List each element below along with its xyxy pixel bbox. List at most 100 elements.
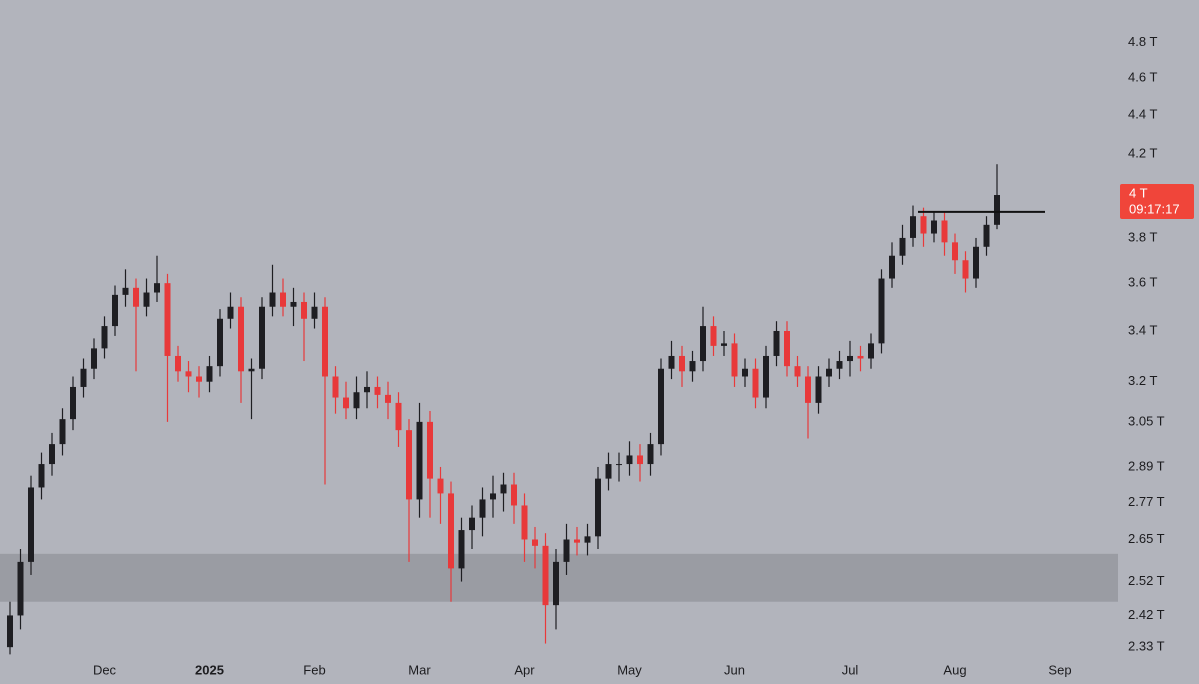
candle-body — [626, 455, 633, 465]
candle-body — [217, 318, 223, 367]
candle-body — [542, 545, 549, 606]
candle-body — [280, 292, 286, 307]
candle-body — [38, 464, 45, 488]
candle-body — [448, 493, 454, 569]
candle-body — [500, 484, 507, 494]
candle-body — [112, 294, 118, 327]
candle-body — [437, 478, 444, 494]
x-tick-label: Apr — [514, 662, 535, 677]
candle-body — [238, 306, 244, 372]
candle-body — [679, 355, 685, 372]
candle-body — [101, 326, 108, 349]
candle-body — [80, 368, 87, 387]
x-tick-label: Jun — [724, 662, 745, 677]
candle-body — [395, 402, 402, 431]
candle-body — [605, 464, 612, 479]
y-tick-label: 2.33 T — [1128, 639, 1165, 654]
candle-body — [133, 287, 139, 307]
x-tick-label: Jul — [842, 662, 859, 677]
candle-body — [269, 292, 276, 307]
candle-body — [941, 220, 948, 243]
candle-body — [248, 368, 255, 372]
candle-body — [164, 283, 171, 356]
candle-body — [563, 539, 570, 562]
candle-body — [973, 246, 979, 279]
candle-body — [700, 326, 706, 362]
candle-body — [364, 386, 370, 393]
candle-body — [689, 361, 696, 372]
candle-body — [952, 242, 958, 261]
candle-body — [994, 195, 1000, 225]
candle-body — [931, 220, 937, 234]
candle-body — [49, 444, 55, 465]
candle-body — [469, 517, 475, 531]
candle-body — [91, 348, 97, 369]
candle-body — [616, 464, 622, 466]
y-tick-label: 2.42 T — [1128, 607, 1165, 622]
candle-body — [311, 306, 318, 319]
x-tick-label: Mar — [408, 662, 431, 677]
candle-body — [374, 386, 381, 395]
candle-body — [206, 366, 213, 382]
candle-body — [784, 330, 790, 367]
candle-body — [143, 292, 150, 307]
candle-body — [878, 278, 885, 344]
candle-body — [742, 368, 748, 377]
candle-body — [490, 493, 496, 500]
candle-body — [962, 260, 969, 279]
candle-body — [668, 355, 675, 369]
candle-body — [322, 306, 328, 377]
candle-body — [731, 343, 738, 377]
candle-body — [532, 539, 538, 546]
candle-body — [185, 371, 192, 377]
y-tick-label: 4.6 T — [1128, 70, 1157, 85]
candle-body — [910, 216, 916, 238]
candle-body — [175, 355, 181, 372]
x-tick-label: Feb — [303, 662, 325, 677]
candle-body — [584, 536, 591, 543]
candle-body — [385, 394, 391, 403]
y-tick-label: 4.2 T — [1128, 146, 1157, 161]
y-tick-label: 2.89 T — [1128, 458, 1165, 473]
candle-body — [815, 376, 822, 403]
candle-body — [332, 376, 339, 398]
candle-body — [406, 430, 412, 500]
candle-body — [847, 355, 853, 362]
candle-body — [28, 487, 34, 562]
candle-body — [752, 368, 759, 398]
y-tick-label: 2.65 T — [1128, 531, 1165, 546]
candle-body — [17, 561, 24, 616]
last-price-box — [1120, 184, 1194, 220]
candle-body — [458, 530, 465, 569]
candle-body — [521, 505, 528, 540]
candle-body — [511, 484, 517, 506]
candle-body — [773, 330, 780, 356]
candle-body — [857, 355, 864, 359]
candle-body — [343, 397, 349, 409]
countdown: 09:17:17 — [1129, 201, 1180, 216]
x-tick-label: Dec — [93, 662, 117, 677]
last-price-label: 4 T — [1129, 185, 1148, 200]
y-tick-label: 3.6 T — [1128, 275, 1157, 290]
x-tick-label: Aug — [943, 662, 966, 677]
candle-body — [647, 444, 654, 465]
y-tick-label: 3.8 T — [1128, 229, 1157, 244]
candle-body — [805, 376, 811, 403]
y-tick-label: 4.4 T — [1128, 107, 1157, 122]
y-tick-label: 2.77 T — [1128, 494, 1165, 509]
candle-body — [416, 421, 423, 500]
y-tick-label: 4.8 T — [1128, 34, 1157, 49]
x-tick-label: Sep — [1048, 662, 1071, 677]
candle-body — [301, 301, 307, 319]
candle-body — [794, 366, 801, 377]
candle-body — [427, 421, 433, 479]
candle-body — [553, 561, 559, 606]
candle-body — [983, 224, 990, 247]
candle-body — [899, 237, 906, 256]
candle-body — [868, 343, 874, 359]
candle-body — [920, 216, 927, 234]
candle-body — [595, 478, 601, 537]
candle-body — [259, 306, 265, 369]
y-tick-label: 2.52 T — [1128, 573, 1165, 588]
